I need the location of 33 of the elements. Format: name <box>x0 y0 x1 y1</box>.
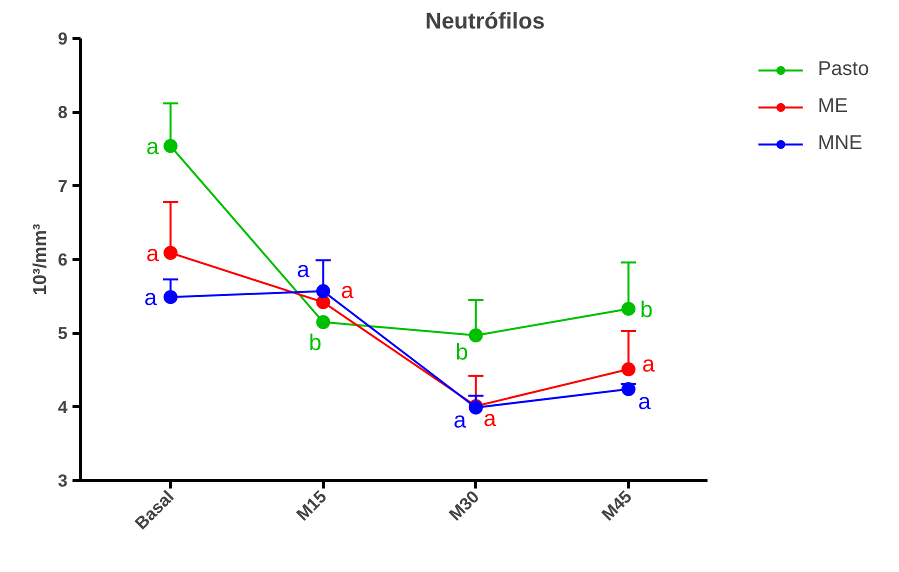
point <box>468 328 483 342</box>
point <box>164 290 178 304</box>
data-label: a <box>454 406 467 433</box>
point <box>316 284 330 298</box>
y-tick-label: 8 <box>58 102 68 122</box>
data-label: a <box>642 350 656 376</box>
y-tick-label: 4 <box>58 396 68 417</box>
point <box>164 139 178 154</box>
data-label: b <box>308 329 322 356</box>
y-tick-label: 7 <box>58 176 68 196</box>
point <box>621 362 636 376</box>
chart-title: Neutrófilos <box>425 8 545 34</box>
data-label: a <box>144 284 158 310</box>
data-label: a <box>484 405 497 432</box>
point <box>316 315 330 330</box>
legend-label: MNE <box>818 132 862 155</box>
data-label: a <box>296 256 310 282</box>
legend-label: ME <box>818 95 848 118</box>
data-label: b <box>456 338 468 364</box>
data-label: a <box>146 133 160 160</box>
data-label: a <box>638 388 652 414</box>
y-tick-label: 9 <box>58 28 68 48</box>
data-label: b <box>640 296 653 322</box>
y-axis-title: 10³/mm³ <box>28 224 50 296</box>
data-label: a <box>146 240 160 266</box>
y-tick-label: 6 <box>58 250 68 270</box>
y-tick-label: 5 <box>58 323 68 344</box>
point <box>621 382 636 396</box>
legend-label: Pasto <box>818 58 869 81</box>
point <box>164 246 178 260</box>
point <box>621 302 636 316</box>
y-tick-label: 3 <box>58 470 68 490</box>
data-label: a <box>340 277 354 304</box>
